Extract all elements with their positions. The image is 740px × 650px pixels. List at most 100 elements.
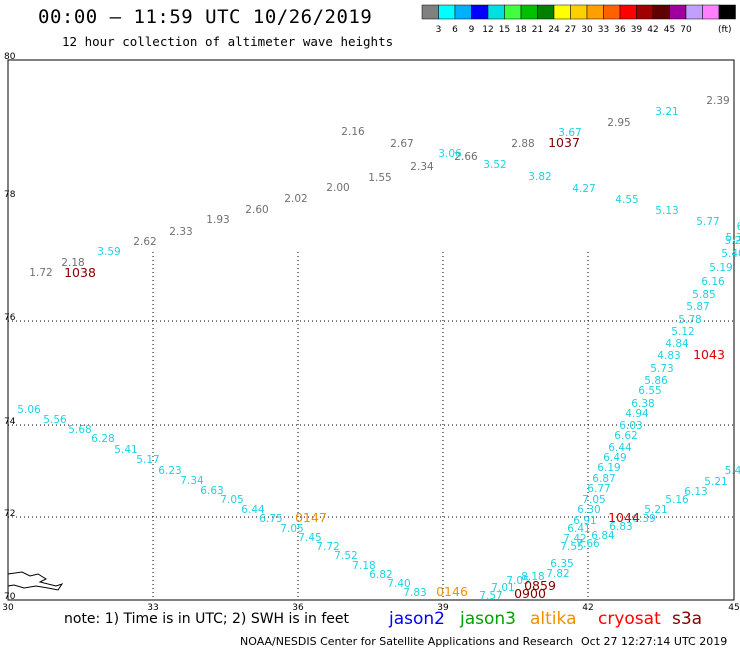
footer: NOAA/NESDIS Center for Satellite Applica…: [0, 634, 740, 650]
wave-height-reading: 7.82: [546, 568, 569, 580]
wave-height-reading: 2.60: [245, 204, 268, 216]
wave-height-reading: 5.12: [671, 326, 694, 338]
wave-height-reading: 7.05: [220, 494, 243, 506]
legend-cryosat: cryosat: [598, 609, 661, 629]
wave-height-reading: 6.39: [632, 513, 655, 525]
wave-height-reading: 2.18: [61, 257, 84, 269]
wave-height-reading: 7.05: [280, 523, 303, 535]
color-scale-label: 36: [614, 25, 626, 35]
wave-height-reading: 6.38: [631, 398, 654, 410]
color-scale-label: 15: [499, 25, 510, 35]
wave-height-reading: 7.45: [298, 532, 321, 544]
latitude-label: 76: [4, 313, 16, 323]
wave-height-reading: 5.3: [726, 232, 740, 244]
wave-height-reading: 6.44: [241, 504, 265, 516]
wave-height-reading: 2.00: [326, 182, 349, 194]
wave-height-reading: 6.49: [603, 452, 626, 464]
legend-jason3: jason3: [460, 609, 516, 629]
color-scale-label: 45: [664, 25, 675, 35]
wave-height-reading: 6.41: [567, 523, 590, 535]
wave-height-reading: 4.55: [615, 194, 638, 206]
wave-height-reading: 6.03: [619, 420, 642, 432]
latitude-label: 78: [4, 190, 16, 200]
color-swatch: [718, 4, 736, 20]
latitude-label: 70: [4, 592, 16, 602]
pass-time-label: 0147: [295, 510, 327, 525]
longitude-label: 39: [437, 603, 449, 613]
color-scale-label: 3: [436, 25, 442, 35]
wave-height-reading: 7.05: [506, 575, 529, 587]
map-frame: [7, 59, 735, 601]
wave-height-reading: 3.06: [438, 148, 462, 160]
longitude-label: 45: [728, 603, 739, 613]
color-scale-unit: (ft): [718, 25, 732, 35]
wave-height-reading: 5.17: [136, 454, 159, 466]
wave-height-reading: 6.87: [592, 473, 615, 485]
wave-height-reading: 5.4: [725, 465, 740, 477]
wave-height-reading: 3.59: [97, 246, 120, 258]
wave-height-reading: 5.2: [725, 235, 740, 247]
wave-height-reading: 6.77: [587, 483, 610, 495]
wave-height-reading: 7.42: [563, 533, 586, 545]
wave-height-reading: 7.52: [334, 550, 357, 562]
wave-height-reading: 7.57: [479, 590, 502, 602]
color-scale-label: 24: [548, 25, 560, 35]
wave-height-reading: 5.78: [678, 314, 701, 326]
wave-height-reading: 5.68: [68, 424, 91, 436]
wave-height-reading: 6.13: [684, 486, 707, 498]
wave-height-reading: 7.40: [387, 578, 410, 590]
color-scale-label: 21: [532, 25, 543, 35]
wave-height-reading: 4.94: [625, 408, 649, 420]
wave-height-reading: 5.87: [686, 301, 709, 313]
color-scale-label: 33: [598, 25, 609, 35]
wave-height-reading: 6.16: [701, 276, 725, 288]
wave-height-reading: 4.27: [572, 183, 595, 195]
longitude-label: 36: [292, 603, 304, 613]
pass-time-label: 1044: [608, 510, 640, 525]
color-scale-label: 6: [452, 25, 458, 35]
color-scale-bar: 3 6 9 12 15 18 21 24 27 30 33 36 39 42 45 70 (ft): [421, 4, 736, 35]
color-scale-label: 30: [581, 25, 593, 35]
pass-time-label: 0859: [524, 578, 556, 593]
wave-height-reading: 2.66: [454, 151, 478, 163]
wave-height-reading: 7.34: [180, 475, 204, 487]
wave-height-reading: 6.83: [609, 521, 632, 533]
wave-height-reading: 5.77: [696, 216, 719, 228]
color-scale-label: 70: [680, 25, 692, 35]
footer-timestamp: Oct 27 12:27:14 UTC 2019: [581, 635, 728, 648]
wave-height-reading: 2.62: [133, 236, 156, 248]
longitude-label: 30: [2, 603, 14, 613]
longitude-label: 33: [147, 603, 158, 613]
wave-height-reading: 2.95: [607, 117, 630, 129]
wave-height-reading: 7.83: [403, 587, 426, 599]
wave-height-reading: 2.34: [410, 161, 434, 173]
wave-height-reading: 2.02: [284, 193, 307, 205]
legend-jason2: jason2: [389, 609, 445, 629]
footer-credit: NOAA/NESDIS Center for Satellite Applica…: [240, 635, 574, 648]
wave-height-reading: 6.75: [259, 513, 282, 525]
latitude-label: 80: [4, 52, 16, 62]
wave-height-reading: 5.86: [644, 375, 668, 387]
wave-height-reading: 6.35: [550, 558, 573, 570]
wave-height-reading: 8.18: [521, 571, 544, 583]
legend-altika: altika: [530, 609, 577, 629]
wave-height-reading: 5.19: [709, 262, 732, 274]
wave-height-reading: 6.30: [577, 504, 600, 516]
color-scale-label: 39: [631, 25, 643, 35]
wave-height-reading: 7.05: [582, 494, 605, 506]
wave-height-reading: 7.55: [560, 541, 583, 553]
wave-height-reading: 1.72: [29, 267, 52, 279]
wave-height-reading: 6.63: [200, 485, 223, 497]
wave-height-reading: 2.88: [511, 138, 534, 150]
color-scale-label: 12: [482, 25, 493, 35]
page-title: 00:00 – 11:59 UTC 10/26/2019: [38, 6, 373, 28]
units-note: note: 1) Time is in UTC; 2) SWH is in fe…: [64, 611, 350, 627]
wave-height-reading: 6.84: [591, 530, 615, 542]
wave-height-reading: 5.21: [704, 476, 727, 488]
wave-height-reading: 7.01: [491, 582, 514, 594]
wave-height-reading: 6.23: [158, 465, 181, 477]
wave-height-reading: 3.52: [483, 159, 506, 171]
color-scale-label: 27: [565, 25, 576, 35]
wave-height-reading: 6.55: [638, 385, 661, 397]
